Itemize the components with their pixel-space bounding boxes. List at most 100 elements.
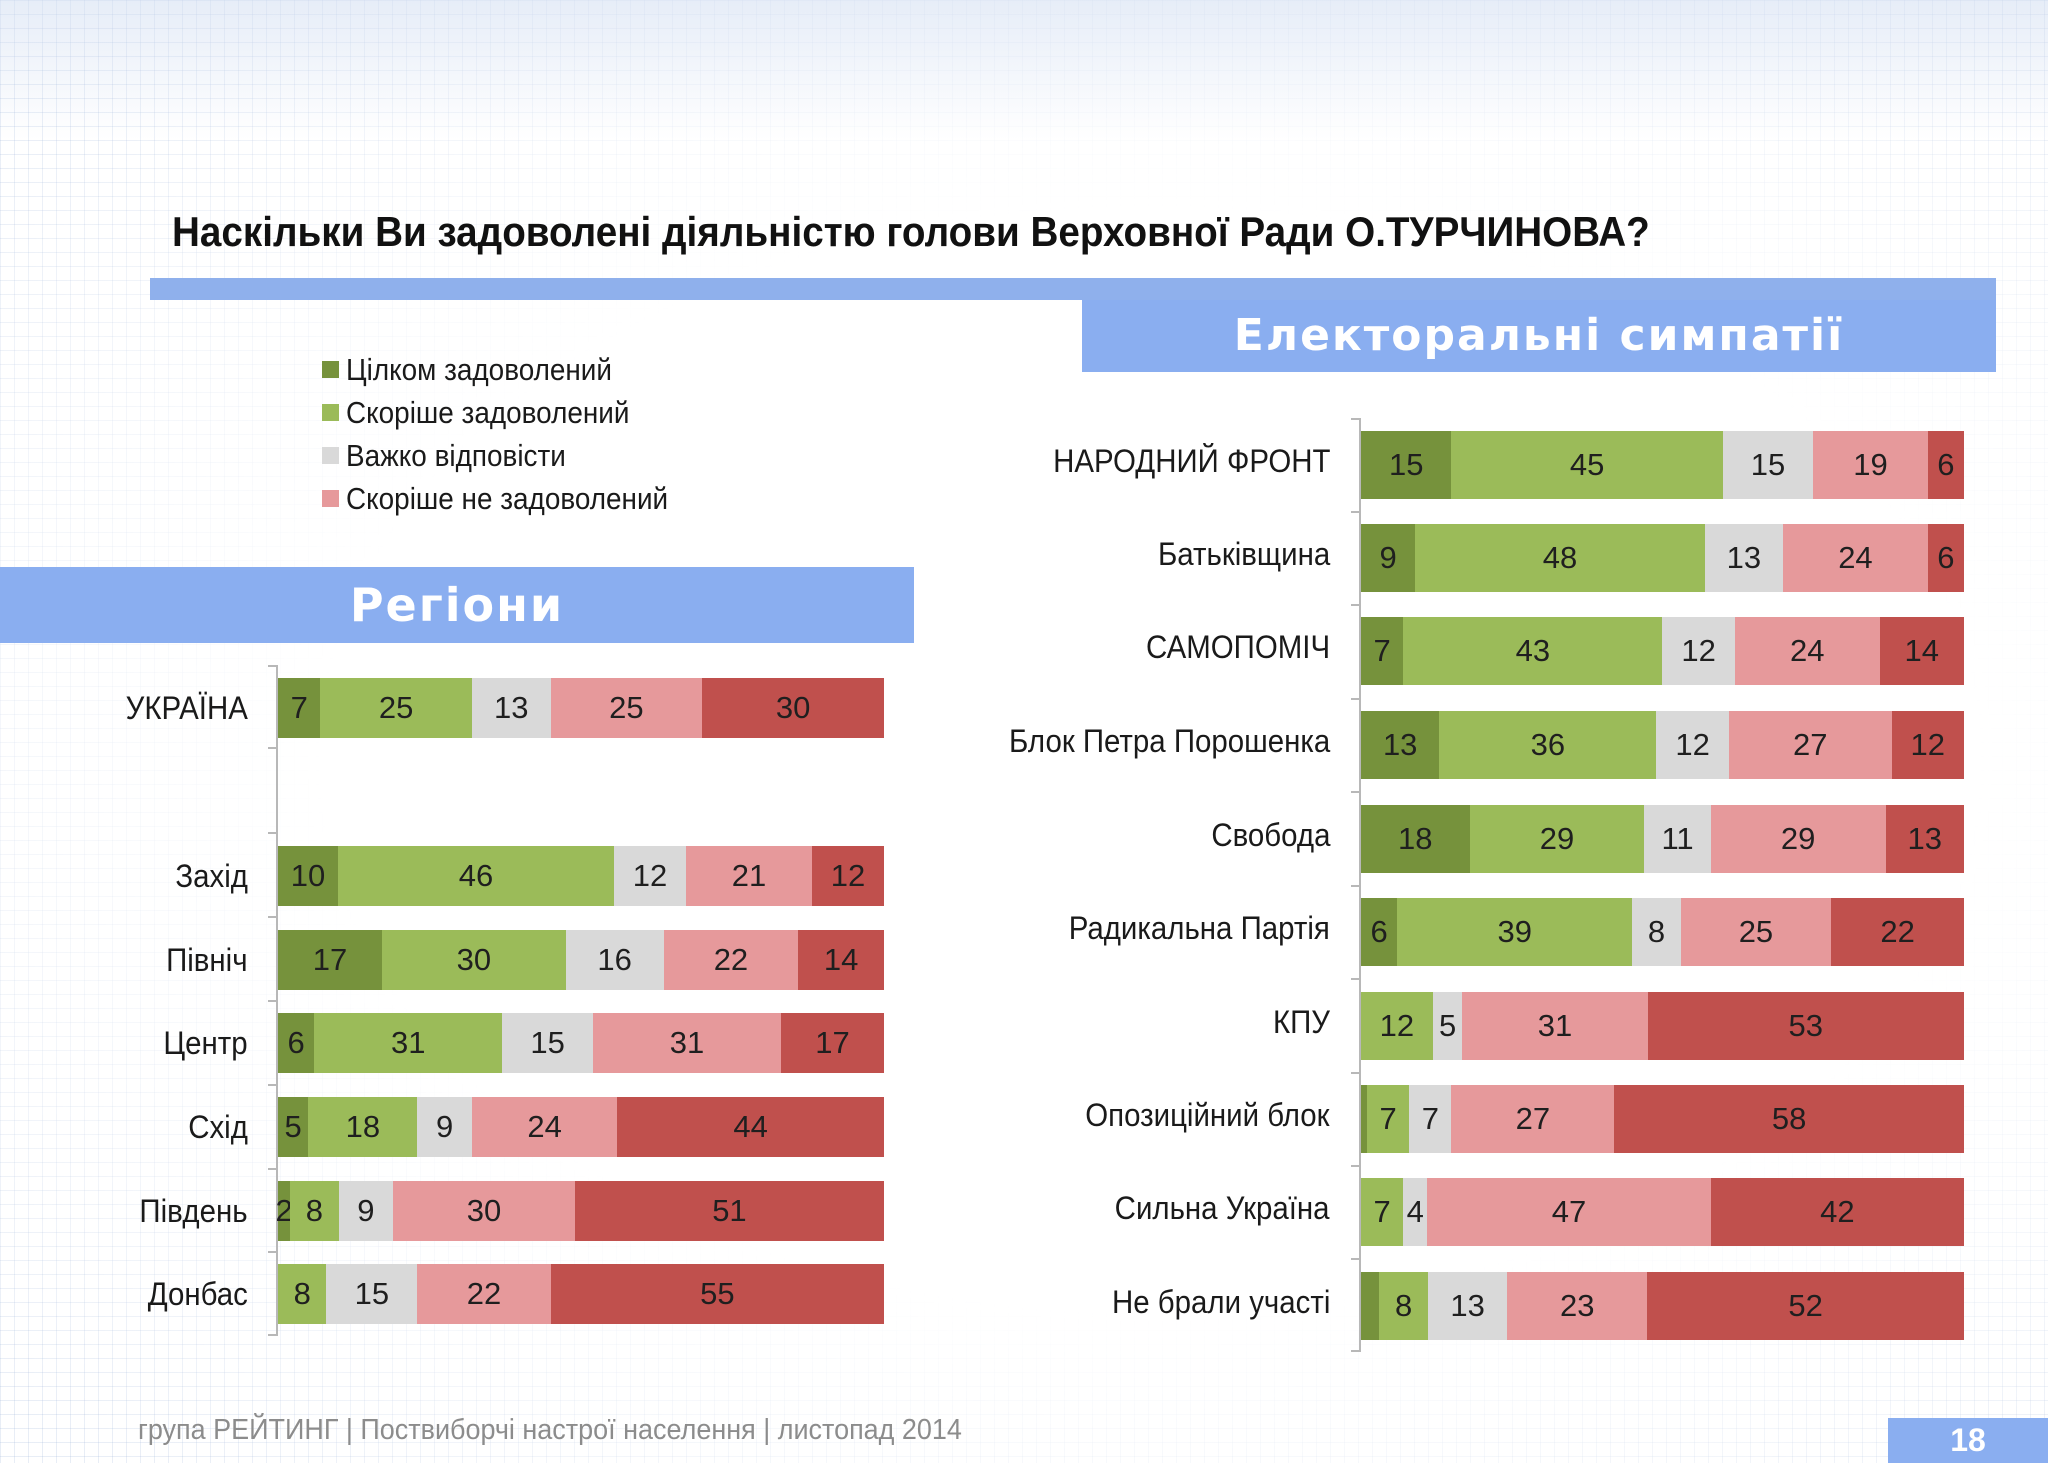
category-label: КПУ [1272, 1004, 1330, 1040]
bar-segment: 42 [1710, 1178, 1964, 1246]
axis-tick [1351, 511, 1359, 513]
axis-tick [1351, 1072, 1359, 1074]
bar-segment [1361, 1085, 1368, 1153]
axis-tick [268, 1000, 276, 1002]
bar-segment: 15 [1361, 431, 1452, 499]
bar-segment: 13 [471, 678, 551, 738]
bar-segment: 29 [1710, 805, 1886, 873]
bar-segment: 27 [1451, 1085, 1615, 1153]
title-underline [150, 278, 1996, 300]
bar-segment: 7 [278, 678, 321, 738]
bar-segment: 53 [1647, 992, 1964, 1060]
bar-segment: 29 [1469, 805, 1645, 873]
bar-segment: 22 [417, 1264, 551, 1324]
axis-tick [1351, 1258, 1359, 1260]
category-label: Захід [175, 858, 248, 894]
bar-segment: 12 [1361, 992, 1433, 1060]
bar-segment: 17 [278, 930, 383, 990]
axis-tick [268, 747, 276, 749]
category-label: УКРАЇНА [125, 690, 248, 726]
stacked-bar: 7 7 27 58 [1361, 1085, 1964, 1153]
page-title: Наскільки Ви задоволені діяльністю голов… [172, 208, 1650, 255]
bar-segment: 4 [1403, 1178, 1428, 1246]
legend-label: Скоріше не задоволений [346, 480, 669, 516]
axis-tick [1351, 698, 1359, 700]
bar-segment: 51 [574, 1181, 884, 1241]
axis-tick [1351, 1350, 1359, 1352]
background-top-shade [0, 0, 2048, 140]
bar-segment: 25 [1680, 898, 1832, 966]
stacked-bar: 13 36 12 27 12 [1361, 711, 1964, 779]
bar-segment: 27 [1728, 711, 1892, 779]
bar-segment: 8 [1379, 1272, 1428, 1340]
category-label: Сильна Україна [1115, 1190, 1330, 1226]
category-label: Північ [166, 942, 248, 978]
category-label: Батьківщина [1157, 536, 1330, 572]
axis-tick [1351, 604, 1359, 606]
bar-segment: 31 [593, 1013, 781, 1073]
bar-segment: 7 [1361, 617, 1404, 685]
category-label: Блок Петра Порошенка [1008, 723, 1330, 759]
bar-segment: 19 [1813, 431, 1928, 499]
bar-segment: 30 [393, 1181, 575, 1241]
page-number: 18 [1888, 1418, 2048, 1463]
chart-axis [1359, 418, 1361, 1352]
bar-segment: 16 [565, 930, 664, 990]
bar-segment: 31 [314, 1013, 503, 1073]
axis-tick [268, 916, 276, 918]
bar-segment: 12 [1662, 617, 1735, 685]
axis-tick [268, 665, 276, 667]
axis-tick [1351, 978, 1359, 980]
bar-segment: 12 [1656, 711, 1729, 779]
bar-segment: 24 [471, 1097, 618, 1157]
stacked-bar: 6 39 8 25 22 [1361, 898, 1964, 966]
stacked-bar: 7 43 12 24 14 [1361, 617, 1964, 685]
legend-label: Важко відповісти [346, 437, 566, 473]
bar-segment: 30 [382, 930, 566, 990]
bar-segment: 2 [275, 1181, 293, 1241]
bar-segment: 47 [1427, 1178, 1711, 1246]
bar-segment: 11 [1644, 805, 1711, 873]
bar-segment: 24 [1734, 617, 1880, 685]
axis-tick [1351, 885, 1359, 887]
bar-segment: 7 [1361, 1178, 1404, 1246]
section-band-regions: Регіони [0, 567, 914, 643]
legend-item-hard-to-say: Важко відповісти [322, 434, 704, 477]
legend-item-rather-satisfied: Скоріше задоволений [322, 391, 704, 434]
section-band-electoral: Електоральні симпатії [1082, 300, 1996, 372]
category-label: Південь [139, 1193, 248, 1229]
category-label: Схід [188, 1109, 248, 1145]
axis-tick [1351, 791, 1359, 793]
category-label: Центр [163, 1025, 248, 1061]
legend-swatch [322, 361, 339, 378]
bar-segment: 39 [1397, 898, 1633, 966]
bar-segment: 36 [1439, 711, 1657, 779]
stacked-bar: 7 4 47 42 [1361, 1178, 1964, 1246]
stacked-bar: 10 46 12 21 12 [278, 846, 884, 906]
bar-segment: 7 [1409, 1085, 1452, 1153]
legend-label: Скоріше задоволений [346, 394, 630, 430]
bar-segment: 15 [326, 1264, 418, 1324]
bar-segment: 24 [1783, 524, 1928, 592]
axis-tick [268, 1251, 276, 1253]
bar-segment: 31 [1462, 992, 1648, 1060]
axis-tick [268, 1084, 276, 1086]
bar-segment: 18 [308, 1097, 418, 1157]
bar-segment: 25 [320, 678, 472, 738]
legend-swatch [322, 490, 339, 507]
legend-item-fully-satisfied: Цілком задоволений [322, 348, 704, 391]
bar-segment: 22 [663, 930, 799, 990]
bar-segment: 10 [278, 846, 338, 906]
bar-segment: 9 [338, 1181, 394, 1241]
bar-segment: 44 [617, 1097, 884, 1157]
bar-segment: 55 [550, 1264, 884, 1324]
footer-text: група РЕЙТИНГ | Поствиборчі настрої насе… [138, 1414, 962, 1446]
bar-segment: 14 [798, 930, 884, 990]
bar-segment: 13 [1427, 1272, 1508, 1340]
legend-swatch [322, 404, 339, 421]
category-label: САМОПОМІЧ [1145, 629, 1330, 665]
bar-segment: 9 [1361, 524, 1416, 592]
bar-segment: 7 [1367, 1085, 1410, 1153]
stacked-bar: 8 15 22 55 [278, 1264, 884, 1324]
bar-segment: 48 [1415, 524, 1705, 592]
